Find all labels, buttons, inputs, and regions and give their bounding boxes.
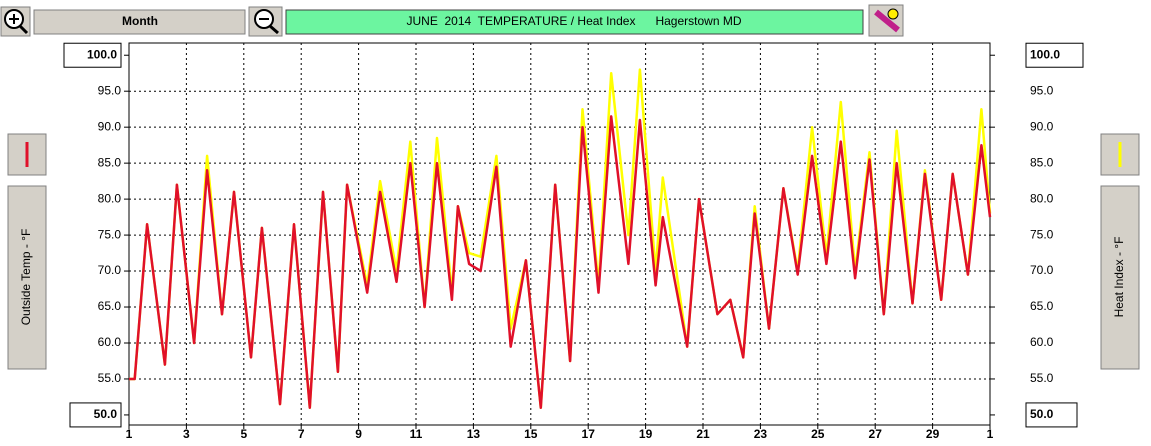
y2-tick-label: 95.0 [1030, 83, 1054, 97]
y2-tick-box [1025, 42, 1084, 68]
y-tick-box [69, 402, 122, 428]
right-axis-button[interactable] [1100, 185, 1140, 370]
y-tick-label: 50.0 [94, 407, 118, 421]
axis-label: Outside Temp - °F [19, 229, 33, 326]
x-tick-label: 19 [639, 427, 653, 441]
y-tick-label: 95.0 [98, 83, 122, 97]
title-box [285, 9, 864, 35]
x-tick-label: 13 [467, 427, 481, 441]
y2-tick-label: 55.0 [1030, 371, 1054, 385]
x-tick-label: 23 [754, 427, 768, 441]
x-tick-label: 5 [240, 427, 247, 441]
y2-tick-label: 80.0 [1030, 191, 1054, 205]
x-tick-label: 21 [696, 427, 710, 441]
y2-tick-label: 100.0 [1030, 47, 1060, 61]
x-tick-label: 7 [298, 427, 305, 441]
axis-label: Heat Index - °F [1112, 237, 1126, 318]
series-line [129, 115, 992, 409]
y-tick-label: 70.0 [98, 263, 122, 277]
y-tick-label: 60.0 [98, 335, 122, 349]
y2-tick-label: 50.0 [1030, 407, 1054, 421]
y2-tick-box [1025, 402, 1078, 428]
y-tick-label: 75.0 [98, 227, 122, 241]
y-tick-label: 100.0 [87, 47, 117, 61]
y-tick-label: 90.0 [98, 119, 122, 133]
x-tick-label: 3 [183, 427, 190, 441]
x-tick-label: 27 [869, 427, 883, 441]
y-tick-label: 55.0 [98, 371, 122, 385]
y-tick-label: 65.0 [98, 299, 122, 313]
x-tick-label: 9 [355, 427, 362, 441]
chart-title: JUNE 2014 TEMPERATURE / Heat Index Hager… [406, 14, 741, 28]
period-button[interactable]: Month [33, 9, 246, 35]
period-label: Month [122, 14, 158, 28]
plot-frame [128, 42, 991, 426]
y2-tick-label: 65.0 [1030, 299, 1054, 313]
y2-tick-label: 75.0 [1030, 227, 1054, 241]
x-tick-label: 11 [410, 427, 423, 441]
x-tick-label: 25 [811, 427, 825, 441]
x-tick-label: 29 [926, 427, 940, 441]
y-tick-label: 85.0 [98, 155, 122, 169]
x-tick-label: 15 [524, 427, 538, 441]
x-tick-label: 1 [126, 427, 133, 441]
y-tick-box [63, 42, 122, 68]
x-tick-label: 17 [582, 427, 596, 441]
y2-tick-label: 60.0 [1030, 335, 1054, 349]
y-tick-label: 80.0 [98, 191, 122, 205]
x-tick-label: 1 [987, 427, 994, 441]
zoom-in-button[interactable] [0, 6, 31, 37]
left-axis-button[interactable] [7, 185, 47, 370]
y2-tick-label: 85.0 [1030, 155, 1054, 169]
settings-button[interactable] [868, 4, 904, 37]
y2-tick-label: 90.0 [1030, 119, 1054, 133]
y2-tick-label: 70.0 [1030, 263, 1054, 277]
zoom-out-button[interactable] [248, 6, 283, 37]
